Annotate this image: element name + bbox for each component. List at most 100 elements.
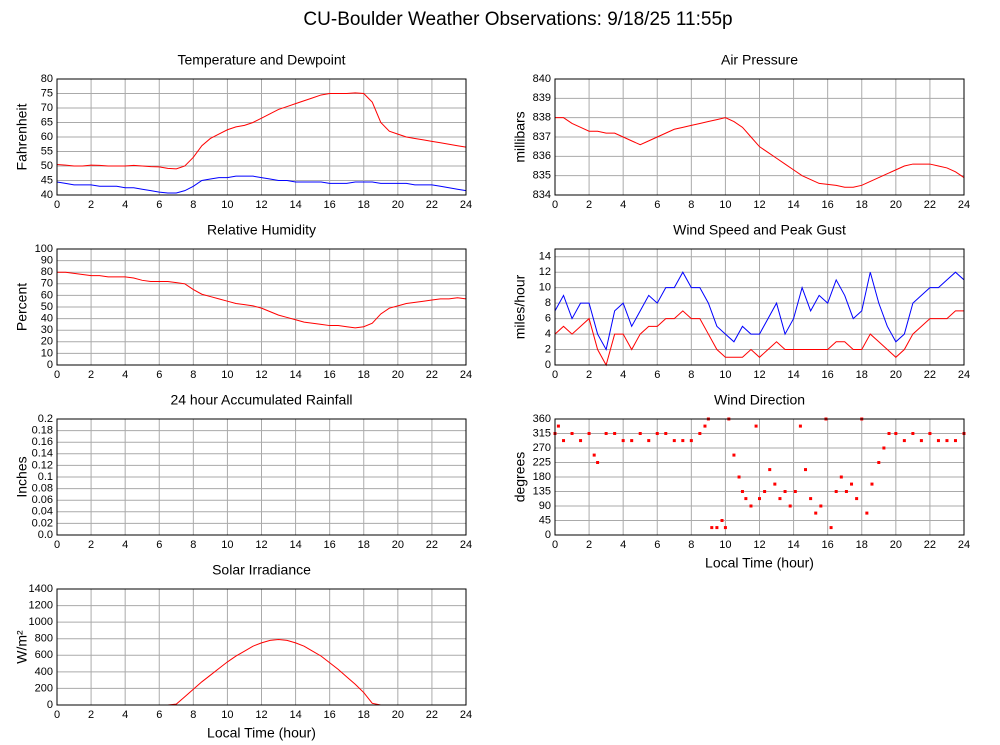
y-tick-label: 65 (41, 116, 53, 128)
data-point (562, 439, 566, 443)
x-tick-label: 12 (255, 709, 267, 721)
x-tick-label: 0 (54, 539, 60, 551)
x-tick-label: 14 (289, 199, 301, 211)
y-tick-label: 225 (533, 456, 551, 468)
x-tick-label: 2 (88, 709, 94, 721)
data-point (945, 439, 949, 443)
x-tick-label: 20 (392, 199, 404, 211)
data-point (592, 453, 596, 457)
plot-frame (554, 78, 965, 196)
data-point (596, 461, 600, 464)
x-tick-label: 6 (156, 709, 162, 721)
y-tick-label: 838 (533, 112, 551, 124)
data-point (887, 432, 891, 435)
data-line (554, 271, 965, 351)
x-tick-label: 4 (122, 539, 128, 551)
y-tick-label: 0 (545, 529, 551, 541)
x-tick-label: 4 (122, 199, 128, 211)
data-point (570, 432, 574, 435)
x-tick-label: 4 (122, 369, 128, 381)
data-point (834, 490, 838, 493)
x-tick-label: 22 (426, 539, 438, 551)
data-point (768, 468, 772, 472)
y-tick-label: 0.04 (32, 506, 53, 518)
x-tick-label: 8 (688, 199, 694, 211)
y-tick-label: 400 (35, 666, 53, 678)
data-point (928, 432, 932, 435)
y-tick-label: 836 (533, 150, 551, 162)
plot-frame (56, 418, 467, 536)
chart-title: Air Pressure (721, 52, 798, 68)
x-tick-label: 4 (620, 199, 626, 211)
data-point (732, 453, 736, 457)
x-tick-label: 12 (753, 539, 765, 551)
y-tick-label: 10 (539, 282, 551, 294)
x-tick-label: 10 (221, 539, 233, 551)
data-point (819, 504, 823, 508)
x-tick-label: 8 (190, 199, 196, 211)
x-tick-label: 24 (460, 709, 472, 721)
x-tick-label: 16 (822, 539, 834, 551)
x-tick-label: 0 (552, 369, 558, 381)
data-point (737, 475, 741, 479)
y-tick-label: 0.12 (32, 459, 53, 471)
y-tick-label: 30 (41, 324, 53, 336)
x-tick-label: 18 (856, 369, 868, 381)
x-tick-label: 14 (289, 369, 301, 381)
y-tick-label: 70 (41, 102, 53, 114)
y-tick-label: 70 (41, 278, 53, 290)
y-tick-label: 800 (35, 633, 53, 645)
x-tick-label: 16 (324, 709, 336, 721)
y-tick-label: 835 (533, 170, 551, 182)
y-tick-label: 60 (41, 131, 53, 143)
y-tick-label: 0.18 (32, 425, 53, 437)
x-tick-label: 6 (654, 369, 660, 381)
data-line (56, 92, 467, 170)
y-tick-label: 0 (47, 359, 53, 371)
x-tick-label: 0 (54, 199, 60, 211)
x-tick-label: 8 (190, 539, 196, 551)
x-tick-label: 2 (586, 369, 592, 381)
y-tick-label: 0.14 (32, 448, 53, 460)
x-tick-label: 16 (822, 369, 834, 381)
data-point (749, 504, 753, 508)
x-tick-label: 2 (88, 369, 94, 381)
y-axis-label: degrees (512, 452, 528, 503)
y-axis-label: millibars (512, 111, 528, 162)
x-axis-label: Local Time (hour) (705, 555, 814, 571)
y-tick-label: 600 (35, 649, 53, 661)
x-tick-label: 6 (156, 199, 162, 211)
x-tick-label: 14 (289, 539, 301, 551)
x-tick-label: 16 (822, 199, 834, 211)
data-point (664, 432, 668, 435)
x-tick-label: 12 (255, 369, 267, 381)
x-tick-label: 0 (54, 369, 60, 381)
data-point (740, 490, 744, 493)
x-tick-label: 10 (221, 199, 233, 211)
x-tick-label: 4 (620, 539, 626, 551)
x-tick-label: 0 (552, 199, 558, 211)
y-tick-label: 20 (41, 336, 53, 348)
y-tick-label: 8 (545, 297, 551, 309)
y-tick-label: 40 (41, 189, 53, 201)
x-tick-label: 24 (958, 539, 970, 551)
data-point (814, 511, 818, 515)
x-tick-label: 22 (426, 369, 438, 381)
x-tick-label: 10 (719, 539, 731, 551)
y-tick-label: 270 (533, 442, 551, 454)
data-line (554, 310, 964, 367)
x-tick-label: 22 (426, 199, 438, 211)
x-tick-label: 14 (787, 539, 799, 551)
x-tick-label: 2 (586, 539, 592, 551)
x-tick-label: 8 (688, 369, 694, 381)
y-tick-label: 0.08 (32, 483, 53, 495)
data-point (829, 526, 833, 530)
x-tick-label: 10 (719, 369, 731, 381)
plot-frame (56, 248, 467, 366)
y-tick-label: 0.06 (32, 494, 53, 506)
x-tick-label: 12 (255, 199, 267, 211)
data-point (689, 439, 693, 443)
data-point (793, 490, 797, 493)
chart-title: Wind Speed and Peak Gust (673, 222, 846, 238)
